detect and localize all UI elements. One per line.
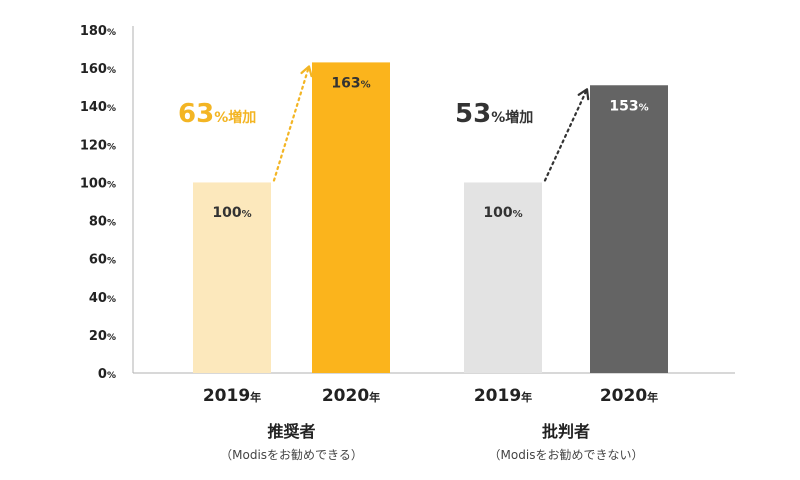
bar-value-label: 163%	[331, 75, 370, 91]
growth-suffix: %増加	[491, 109, 533, 126]
y-tick-unit: %	[107, 219, 116, 229]
bar-value-unit: %	[242, 209, 252, 220]
y-tick-number: 120	[80, 138, 107, 153]
y-tick-unit: %	[107, 333, 116, 343]
bar-value-unit: %	[513, 209, 523, 220]
x-tick-year: 2019	[474, 386, 521, 406]
bar-value: 163	[331, 75, 360, 91]
y-tick-label: 100%	[80, 176, 116, 191]
group-name: 批判者	[542, 422, 590, 441]
x-tick-year: 2020	[600, 386, 647, 406]
bar	[193, 182, 271, 373]
growth-number: 63	[178, 99, 214, 129]
y-tick-label: 40%	[89, 291, 116, 306]
x-tick-label: 2019年	[203, 386, 261, 406]
bar-value-label: 100%	[483, 205, 522, 221]
bar-value-unit: %	[361, 79, 371, 90]
y-tick-label: 20%	[89, 329, 116, 344]
x-tick-label: 2020年	[322, 386, 380, 406]
growth-arrow-line	[543, 88, 589, 182]
y-tick-unit: %	[107, 104, 116, 114]
x-tick-label: 2019年	[474, 386, 532, 406]
y-tick-unit: %	[107, 257, 116, 267]
y-tick-number: 100	[80, 176, 107, 191]
y-tick-unit: %	[107, 371, 116, 381]
bar	[464, 182, 542, 373]
chart-labels: 100%2019年163%2020年推奨者（Modisをお勧めできる）63%増加…	[178, 65, 658, 462]
bar	[590, 85, 668, 373]
y-tick-label: 140%	[80, 100, 116, 115]
y-tick-unit: %	[107, 142, 116, 152]
bar-value-unit: %	[639, 102, 649, 113]
y-tick-number: 0	[98, 367, 107, 382]
y-tick-label: 80%	[89, 215, 116, 230]
y-tick-number: 40	[89, 291, 107, 306]
growth-arrow-line	[272, 65, 311, 182]
x-tick-year-unit: 年	[250, 390, 261, 404]
growth-annotation: 53%増加	[455, 99, 533, 129]
y-tick-number: 60	[89, 253, 107, 268]
y-tick-number: 140	[80, 100, 107, 115]
y-tick-label: 120%	[80, 138, 116, 153]
x-tick-year-unit: 年	[369, 390, 380, 404]
y-tick-number: 180	[80, 24, 107, 39]
y-tick-number: 20	[89, 329, 107, 344]
x-tick-year: 2019	[203, 386, 250, 406]
x-tick-label: 2020年	[600, 386, 658, 406]
group-subtitle: （Modisをお勧めできない）	[489, 448, 644, 462]
bar-value: 153	[609, 98, 638, 114]
y-tick-number: 160	[80, 62, 107, 77]
growth-suffix: %増加	[214, 109, 256, 126]
bar-value-label: 153%	[609, 98, 648, 114]
y-tick-label: 0%	[98, 367, 116, 382]
y-tick-label: 60%	[89, 253, 116, 268]
bar-value: 100	[212, 205, 241, 221]
y-tick-unit: %	[107, 66, 116, 76]
growth-annotation: 63%増加	[178, 99, 256, 129]
y-tick-unit: %	[107, 28, 116, 38]
y-tick-number: 80	[89, 215, 107, 230]
growth-arrow-head	[577, 88, 590, 101]
x-tick-year: 2020	[322, 386, 369, 406]
x-tick-year-unit: 年	[521, 390, 532, 404]
growth-arrow-head	[300, 65, 313, 78]
y-tick-unit: %	[107, 180, 116, 190]
bar	[312, 62, 390, 374]
y-tick-label: 160%	[80, 62, 116, 77]
bar-value-label: 100%	[212, 205, 251, 221]
chart-axes: 0%20%40%60%80%100%120%140%160%180%	[80, 24, 735, 382]
chart-bars	[193, 62, 668, 374]
group-subtitle: （Modisをお勧めできる）	[220, 448, 363, 462]
growth-number: 53	[455, 99, 491, 129]
bar-value: 100	[483, 205, 512, 221]
x-tick-year-unit: 年	[647, 390, 658, 404]
y-tick-unit: %	[107, 295, 116, 305]
y-tick-label: 180%	[80, 24, 116, 39]
group-name: 推奨者	[267, 422, 315, 441]
